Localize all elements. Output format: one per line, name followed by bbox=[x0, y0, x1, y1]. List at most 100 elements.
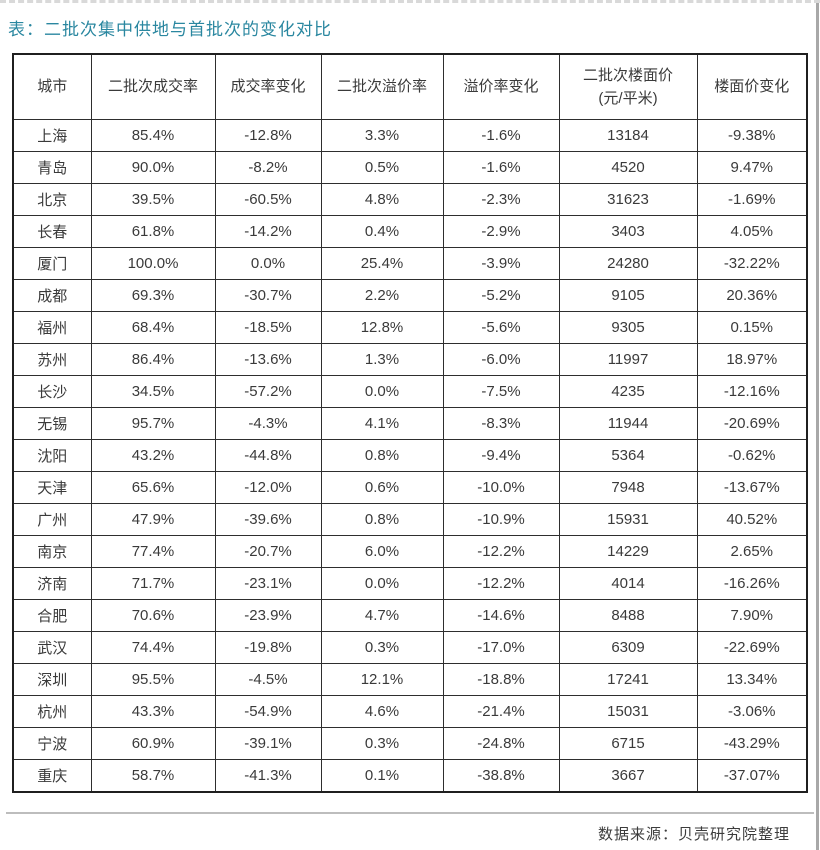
city-cell: 南京 bbox=[12, 535, 92, 568]
value-cell: 4.6% bbox=[320, 695, 444, 728]
value-cell: -5.2% bbox=[442, 279, 560, 312]
value-cell: 77.4% bbox=[90, 535, 216, 568]
value-cell: 43.2% bbox=[90, 439, 216, 472]
table-row: 重庆 58.7% -41.3% 0.1% -38.8% 3667 -37.07% bbox=[12, 759, 808, 793]
value-cell: 0.5% bbox=[320, 151, 444, 184]
value-cell: 43.3% bbox=[90, 695, 216, 728]
value-cell: 39.5% bbox=[90, 183, 216, 216]
value-cell: -8.2% bbox=[214, 151, 322, 184]
value-cell: -44.8% bbox=[214, 439, 322, 472]
city-cell: 苏州 bbox=[12, 343, 92, 376]
value-cell: -1.69% bbox=[696, 183, 808, 216]
value-cell: 5364 bbox=[558, 439, 698, 472]
value-cell: -32.22% bbox=[696, 247, 808, 280]
table-row: 杭州 43.3% -54.9% 4.6% -21.4% 15031 -3.06% bbox=[12, 695, 808, 728]
value-cell: 85.4% bbox=[90, 119, 216, 152]
city-cell: 广州 bbox=[12, 503, 92, 536]
city-cell: 沈阳 bbox=[12, 439, 92, 472]
table-row: 苏州 86.4% -13.6% 1.3% -6.0% 11997 18.97% bbox=[12, 343, 808, 376]
value-cell: 20.36% bbox=[696, 279, 808, 312]
value-cell: -20.69% bbox=[696, 407, 808, 440]
value-cell: 65.6% bbox=[90, 471, 216, 504]
value-cell: -1.6% bbox=[442, 151, 560, 184]
value-cell: 0.6% bbox=[320, 471, 444, 504]
value-cell: -10.0% bbox=[442, 471, 560, 504]
value-cell: 8488 bbox=[558, 599, 698, 632]
value-cell: -19.8% bbox=[214, 631, 322, 664]
value-cell: -14.6% bbox=[442, 599, 560, 632]
value-cell: 0.0% bbox=[320, 567, 444, 600]
value-cell: -24.8% bbox=[442, 727, 560, 760]
header-sublabel: (元/平米) bbox=[598, 90, 658, 107]
table-row: 深圳 95.5% -4.5% 12.1% -18.8% 17241 13.34% bbox=[12, 663, 808, 696]
city-cell: 济南 bbox=[12, 567, 92, 600]
value-cell: 2.65% bbox=[696, 535, 808, 568]
city-cell: 上海 bbox=[12, 119, 92, 152]
header-cell: 二批次成交率 bbox=[90, 53, 216, 120]
value-cell: 86.4% bbox=[90, 343, 216, 376]
value-cell: 58.7% bbox=[90, 759, 216, 793]
table-row: 上海 85.4% -12.8% 3.3% -1.6% 13184 -9.38% bbox=[12, 119, 808, 152]
data-table: 城市 二批次成交率 成交率变化 二批次溢价率 溢价率变化 二批次楼面价 (元/平米) 楼面价变… bbox=[12, 53, 808, 793]
table-row: 合肥 70.6% -23.9% 4.7% -14.6% 8488 7.90% bbox=[12, 599, 808, 632]
city-cell: 天津 bbox=[12, 471, 92, 504]
value-cell: -18.5% bbox=[214, 311, 322, 344]
city-cell: 合肥 bbox=[12, 599, 92, 632]
value-cell: -3.06% bbox=[696, 695, 808, 728]
value-cell: 95.7% bbox=[90, 407, 216, 440]
value-cell: 15031 bbox=[558, 695, 698, 728]
city-cell: 福州 bbox=[12, 311, 92, 344]
value-cell: -4.5% bbox=[214, 663, 322, 696]
value-cell: 4.7% bbox=[320, 599, 444, 632]
value-cell: 60.9% bbox=[90, 727, 216, 760]
value-cell: 14229 bbox=[558, 535, 698, 568]
table-row: 武汉 74.4% -19.8% 0.3% -17.0% 6309 -22.69% bbox=[12, 631, 808, 664]
footer-divider bbox=[6, 812, 814, 814]
value-cell: 0.3% bbox=[320, 727, 444, 760]
value-cell: 0.1% bbox=[320, 759, 444, 793]
value-cell: -38.8% bbox=[442, 759, 560, 793]
table-row: 成都 69.3% -30.7% 2.2% -5.2% 9105 20.36% bbox=[12, 279, 808, 312]
city-cell: 厦门 bbox=[12, 247, 92, 280]
value-cell: 4.05% bbox=[696, 215, 808, 248]
table-row: 天津 65.6% -12.0% 0.6% -10.0% 7948 -13.67% bbox=[12, 471, 808, 504]
value-cell: -12.2% bbox=[442, 535, 560, 568]
value-cell: 24280 bbox=[558, 247, 698, 280]
value-cell: 4.8% bbox=[320, 183, 444, 216]
value-cell: 95.5% bbox=[90, 663, 216, 696]
header-cell: 二批次楼面价 (元/平米) bbox=[558, 53, 698, 120]
value-cell: 7.90% bbox=[696, 599, 808, 632]
city-cell: 无锡 bbox=[12, 407, 92, 440]
value-cell: 9105 bbox=[558, 279, 698, 312]
value-cell: -41.3% bbox=[214, 759, 322, 793]
value-cell: -39.6% bbox=[214, 503, 322, 536]
value-cell: 0.0% bbox=[214, 247, 322, 280]
value-cell: 12.1% bbox=[320, 663, 444, 696]
value-cell: -21.4% bbox=[442, 695, 560, 728]
city-cell: 杭州 bbox=[12, 695, 92, 728]
header-label: 城市 bbox=[37, 78, 68, 96]
city-cell: 青岛 bbox=[12, 151, 92, 184]
value-cell: 70.6% bbox=[90, 599, 216, 632]
value-cell: 3403 bbox=[558, 215, 698, 248]
value-cell: -9.38% bbox=[696, 119, 808, 152]
value-cell: 100.0% bbox=[90, 247, 216, 280]
city-cell: 重庆 bbox=[12, 759, 92, 793]
value-cell: -18.8% bbox=[442, 663, 560, 696]
value-cell: 0.3% bbox=[320, 631, 444, 664]
header-cell: 二批次溢价率 bbox=[320, 53, 444, 120]
city-cell: 长春 bbox=[12, 215, 92, 248]
header-label: 溢价率变化 bbox=[463, 78, 539, 96]
header-label: 二批次溢价率 bbox=[336, 78, 427, 96]
table-row: 长沙 34.5% -57.2% 0.0% -7.5% 4235 -12.16% bbox=[12, 375, 808, 408]
value-cell: 25.4% bbox=[320, 247, 444, 280]
table-header: 城市 二批次成交率 成交率变化 二批次溢价率 溢价率变化 二批次楼面价 (元/平米) 楼面价变… bbox=[12, 53, 808, 120]
value-cell: 17241 bbox=[558, 663, 698, 696]
value-cell: -4.3% bbox=[214, 407, 322, 440]
header-cell: 溢价率变化 bbox=[442, 53, 560, 120]
table-row: 无锡 95.7% -4.3% 4.1% -8.3% 11944 -20.69% bbox=[12, 407, 808, 440]
value-cell: 0.8% bbox=[320, 439, 444, 472]
table-row: 沈阳 43.2% -44.8% 0.8% -9.4% 5364 -0.62% bbox=[12, 439, 808, 472]
table-row: 济南 71.7% -23.1% 0.0% -12.2% 4014 -16.26% bbox=[12, 567, 808, 600]
